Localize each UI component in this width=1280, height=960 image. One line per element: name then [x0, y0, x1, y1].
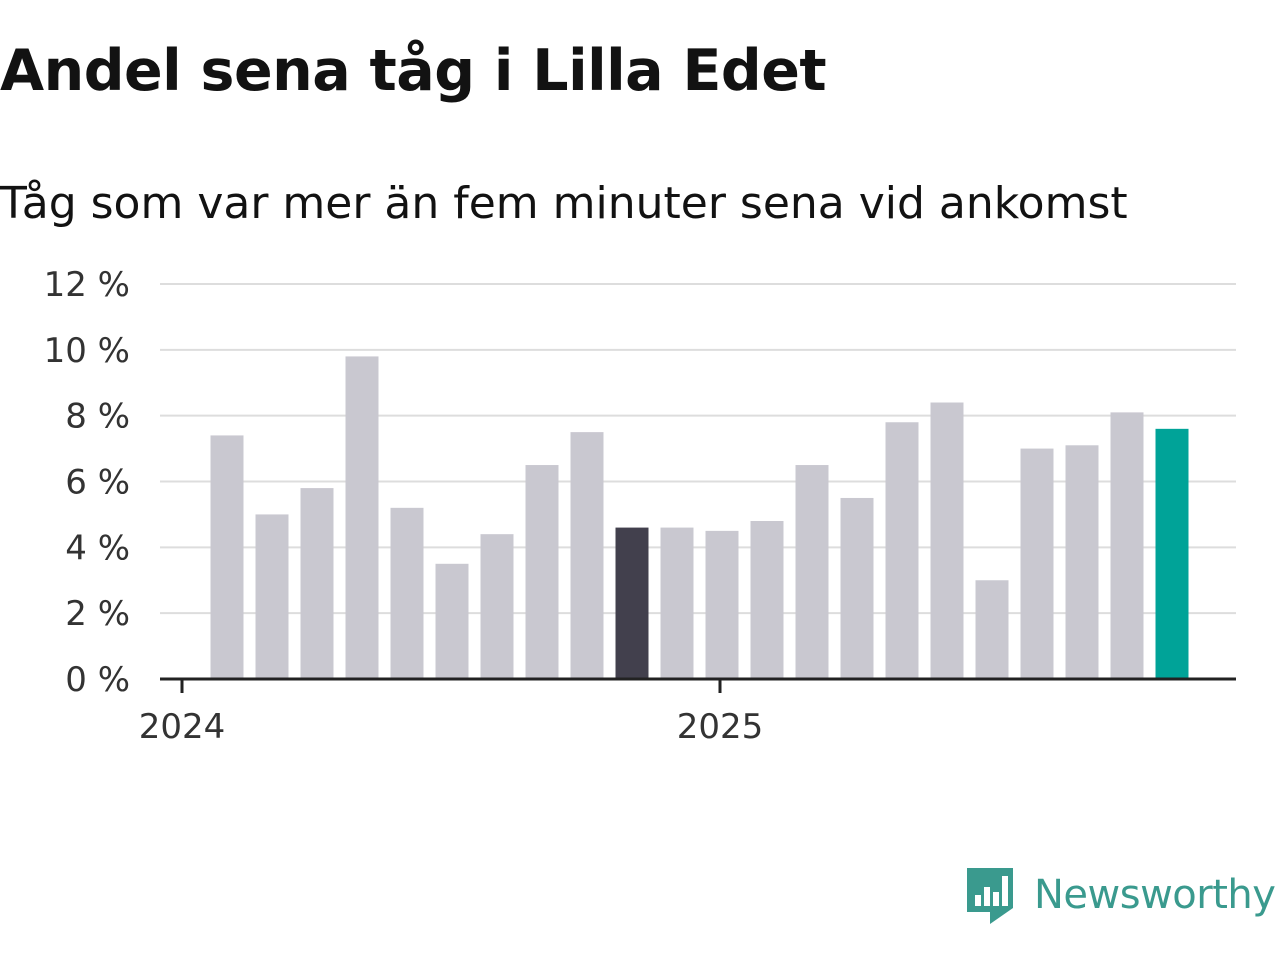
bar	[570, 432, 604, 679]
bar	[300, 488, 334, 679]
bar	[480, 534, 514, 679]
bar	[435, 563, 469, 679]
y-tick-label: 8 %	[65, 397, 130, 437]
y-tick-label: 2 %	[65, 594, 130, 634]
bar	[210, 435, 244, 679]
y-tick-label: 12 %	[44, 265, 130, 305]
tick-labels: 0 % 2 % 4 % 6 % 8 % 10 % 12 % 2024 2025	[44, 265, 764, 747]
bar	[255, 514, 289, 679]
x-tick-label: 2024	[139, 707, 226, 747]
brand-name: Newsworthy	[1034, 872, 1276, 918]
y-tick-label: 6 %	[65, 463, 130, 503]
bar	[1110, 412, 1144, 679]
gridlines	[160, 283, 1236, 615]
bar	[660, 527, 694, 679]
axes	[160, 677, 1236, 693]
newsworthy-logo-icon	[967, 868, 1013, 924]
y-tick-label: 0 %	[65, 660, 130, 700]
bar	[930, 402, 964, 679]
chart-subtitle: Tåg som var mer än fem minuter sena vid …	[0, 178, 1128, 229]
bar	[975, 580, 1009, 679]
bar	[1155, 428, 1189, 679]
x-tick-label: 2025	[677, 707, 764, 747]
bar	[525, 465, 559, 679]
bar	[840, 497, 874, 679]
bar	[1065, 445, 1099, 679]
bars	[210, 356, 1189, 679]
y-tick-label: 10 %	[44, 331, 130, 371]
bar	[345, 356, 379, 679]
bar	[885, 422, 919, 679]
bar	[615, 527, 649, 679]
bar	[1020, 448, 1054, 679]
y-tick-label: 4 %	[65, 528, 130, 568]
bar	[795, 465, 829, 679]
chart-title: Andel sena tåg i Lilla Edet	[0, 38, 827, 104]
bar	[750, 521, 784, 679]
brand-logo: Newsworthy	[964, 864, 1276, 926]
bar	[390, 507, 424, 679]
bar	[705, 530, 739, 679]
